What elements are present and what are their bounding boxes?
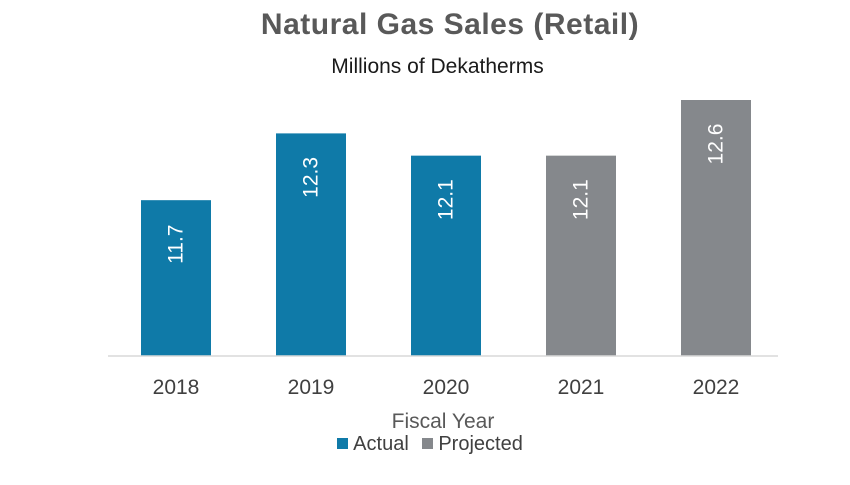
x-tick-2018: 2018 (153, 376, 200, 399)
legend-swatch-actual (337, 438, 349, 449)
bar-2018 (141, 200, 211, 356)
x-tick-2019: 2019 (288, 376, 335, 399)
data-label-2020: 12.1 (435, 179, 458, 220)
chart-legend: Actual Projected (0, 433, 850, 456)
legend-label-projected: Projected (438, 433, 523, 455)
legend-label-actual: Actual (353, 433, 409, 455)
x-tick-2020: 2020 (423, 376, 470, 399)
chart-subtitle: Millions of Dekatherms (331, 55, 544, 78)
chart-title: Natural Gas Sales (Retail) (260, 8, 640, 41)
bar-2022 (681, 100, 751, 356)
legend-swatch-projected (422, 438, 434, 449)
bars-layer: 11.7 12.3 12.1 12.1 12.6 (141, 100, 751, 356)
data-label-2019: 12.3 (300, 157, 323, 198)
bar-2020 (411, 155, 481, 356)
data-label-2018: 11.7 (165, 225, 188, 264)
data-label-2021: 12.1 (570, 179, 593, 220)
legend-item-projected: Projected (422, 433, 523, 456)
legend-item-actual: Actual (337, 433, 409, 456)
x-tick-2022: 2022 (693, 376, 740, 399)
x-tick-labels: 2018 2019 2020 2021 2022 (153, 376, 740, 399)
data-label-2022: 12.6 (705, 124, 728, 165)
x-axis-title: Fiscal Year (392, 410, 495, 433)
bar-2019 (276, 133, 346, 356)
x-tick-2021: 2021 (558, 376, 605, 399)
bar-2021 (546, 155, 616, 356)
